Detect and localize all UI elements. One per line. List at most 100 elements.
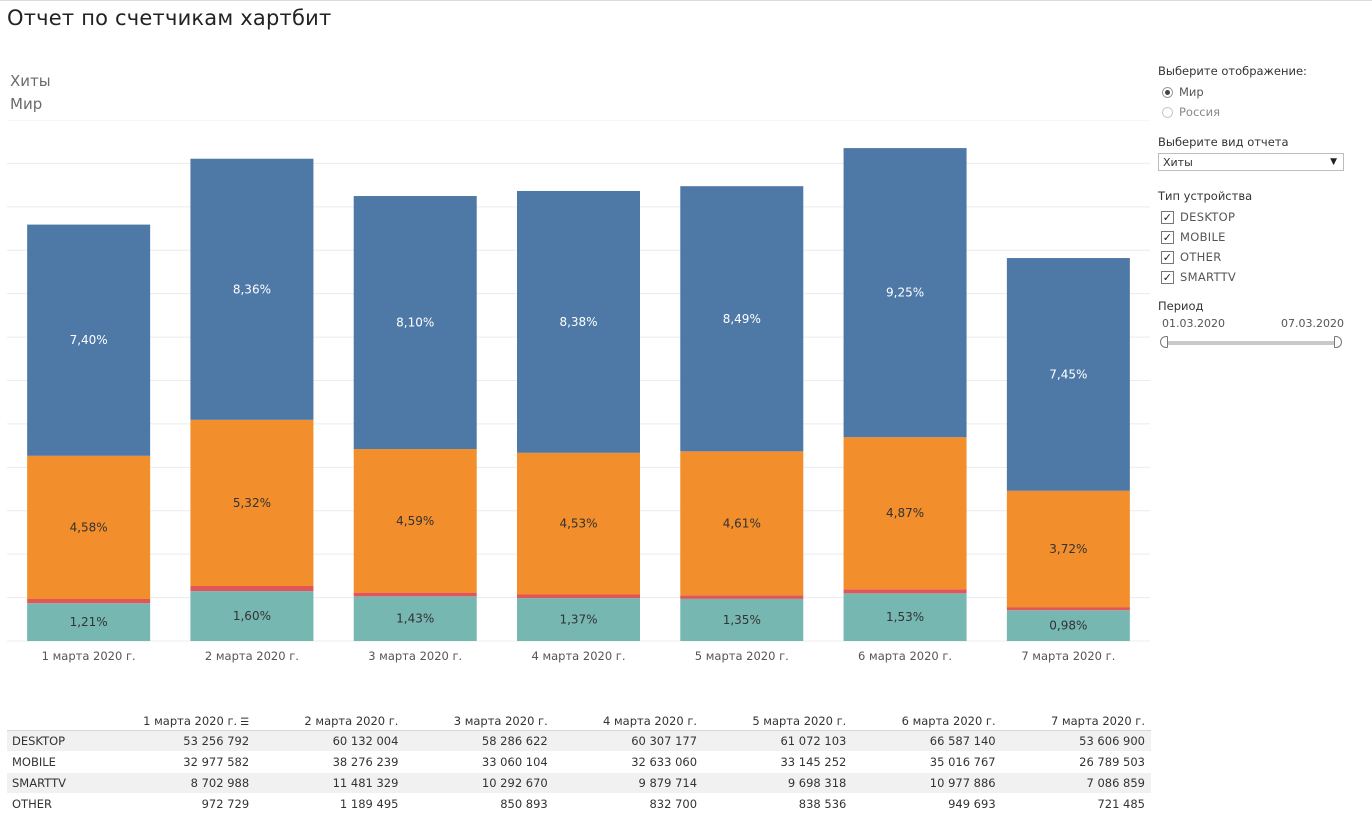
subtitle-metric: Хиты <box>10 72 51 90</box>
slider-handle-end[interactable] <box>1334 336 1342 348</box>
checkbox-checked-icon[interactable]: ✓ <box>1161 250 1174 264</box>
x-tick-label: 6 марта 2020 г. <box>858 649 952 663</box>
checkbox-checked-icon[interactable]: ✓ <box>1161 230 1174 244</box>
column-header[interactable]: 5 марта 2020 г. <box>703 712 853 731</box>
bar-segment-mobile <box>1006 490 1130 608</box>
radio-unselected-icon[interactable] <box>1162 106 1173 118</box>
data-label: 1,43% <box>396 612 434 626</box>
table-cell: 66 587 140 <box>852 730 1002 752</box>
top-divider <box>0 0 1372 1</box>
report-type-value: Хиты <box>1163 155 1193 169</box>
bar-segment-desktop <box>27 224 151 456</box>
bar-segment-mobile <box>843 437 967 590</box>
data-label: 7,45% <box>1049 367 1087 381</box>
slider-handle-start[interactable] <box>1160 336 1168 348</box>
page-title: Отчет по счетчикам хартбит <box>7 6 332 30</box>
bar-segment-desktop <box>517 190 640 453</box>
device-label-mobile: MOBILE <box>1180 230 1226 244</box>
sort-icon[interactable]: ☰ <box>240 717 250 728</box>
table-cell: 26 789 503 <box>1001 751 1151 773</box>
subtitle-region: Мир <box>10 95 43 113</box>
bar-segment-other <box>1006 607 1130 611</box>
display-filter-label: Выберите отображение: <box>1158 64 1307 78</box>
table-cell: 8 702 988 <box>88 772 256 794</box>
data-label: 8,10% <box>396 316 434 330</box>
table-cell: 11 481 329 <box>255 772 405 794</box>
data-label: 1,53% <box>886 610 924 624</box>
row-header: OTHER <box>7 793 88 815</box>
data-label: 9,25% <box>886 286 924 300</box>
data-label: 4,53% <box>559 517 597 531</box>
period-label: Период <box>1158 299 1204 313</box>
bar-segment-desktop <box>680 186 804 452</box>
table-cell: 53 256 792 <box>88 730 256 752</box>
data-label: 8,36% <box>233 282 271 296</box>
bar-segment-smarttv <box>190 591 314 641</box>
column-header[interactable]: 3 марта 2020 г. <box>404 712 554 731</box>
device-label-smarttv: SMARTTV <box>1180 270 1237 284</box>
bar-segment-mobile <box>27 455 151 599</box>
device-checkbox-desktop[interactable]: ✓ DESKTOP <box>1158 207 1358 227</box>
table-cell: 9 879 714 <box>553 772 704 794</box>
x-tick-label: 7 марта 2020 г. <box>1021 649 1115 663</box>
table-cell: 61 072 103 <box>703 730 853 752</box>
checkbox-checked-icon[interactable]: ✓ <box>1161 270 1174 284</box>
data-label: 0,98% <box>1049 619 1087 633</box>
table-cell: 721 485 <box>1001 793 1151 815</box>
data-label: 5,32% <box>233 496 271 510</box>
checkbox-checked-icon[interactable]: ✓ <box>1161 210 1174 224</box>
table-cell: 972 729 <box>88 793 256 815</box>
bar-segment-desktop <box>190 158 314 420</box>
column-header[interactable]: 1 марта 2020 г. ☰ <box>88 712 256 731</box>
column-header[interactable]: 6 марта 2020 г. <box>852 712 1002 731</box>
bar-segment-smarttv <box>353 596 477 641</box>
report-type-dropdown[interactable]: Хиты ▼ <box>1158 153 1344 171</box>
table-cell: 832 700 <box>553 793 704 815</box>
row-header: SMARTTV <box>7 772 88 794</box>
data-label: 1,35% <box>723 613 761 627</box>
table-cell: 10 292 670 <box>404 772 554 794</box>
radio-label-world: Мир <box>1179 85 1204 99</box>
bar-segment-other <box>680 595 804 599</box>
report-type-label: Выберите вид отчета <box>1158 135 1289 149</box>
bar-segment-mobile <box>680 451 804 596</box>
column-header[interactable]: 2 марта 2020 г. <box>255 712 405 731</box>
bar-segment-other <box>190 585 314 592</box>
table-cell: 32 977 582 <box>88 751 256 773</box>
device-label-desktop: DESKTOP <box>1180 210 1236 224</box>
device-label-other: OTHER <box>1180 250 1222 264</box>
radio-option-world[interactable]: Мир <box>1158 82 1358 102</box>
table-cell: 33 145 252 <box>703 751 853 773</box>
device-checkbox-other[interactable]: ✓ OTHER <box>1158 247 1358 267</box>
device-type-label: Тип устройства <box>1158 189 1253 203</box>
bar-segment-other <box>27 598 151 604</box>
radio-selected-icon[interactable] <box>1162 86 1173 98</box>
device-checkbox-smarttv[interactable]: ✓ SMARTTV <box>1158 267 1358 287</box>
radio-label-russia: Россия <box>1179 105 1221 119</box>
period-slider[interactable] <box>1158 336 1344 350</box>
bar-segment-other <box>517 594 640 599</box>
table-header-row: 1 марта 2020 г. ☰ 2 марта 2020 г. 3 марта… <box>7 712 1151 731</box>
column-header[interactable]: 4 марта 2020 г. <box>553 712 704 731</box>
data-label: 4,58% <box>70 520 108 534</box>
stacked-bar-chart: 1,21% 4,58% 7,40% 1 марта 2020 г. 1,60% 5,32%… <box>7 120 1150 663</box>
bar-segment-smarttv <box>517 598 640 641</box>
table-cell: 7 086 859 <box>1001 772 1151 794</box>
bar-segment-smarttv <box>27 603 151 641</box>
table-cell: 850 893 <box>404 793 554 815</box>
bar-segment-mobile <box>190 419 314 586</box>
data-label: 4,59% <box>396 514 434 528</box>
table-cell: 60 307 177 <box>553 730 704 752</box>
bar-segment-other <box>353 592 477 597</box>
radio-option-russia[interactable]: Россия <box>1158 102 1358 122</box>
table-cell: 53 606 900 <box>1001 730 1151 752</box>
chevron-down-icon[interactable]: ▼ <box>1330 157 1337 167</box>
bar-segment-other <box>843 589 967 594</box>
data-label: 3,72% <box>1049 542 1087 556</box>
data-label: 8,49% <box>723 312 761 326</box>
device-checkbox-mobile[interactable]: ✓ MOBILE <box>1158 227 1358 247</box>
x-tick-label: 1 марта 2020 г. <box>42 649 136 663</box>
column-header[interactable]: 7 марта 2020 г. <box>1001 712 1151 731</box>
data-label: 7,40% <box>70 333 108 347</box>
slider-track[interactable] <box>1164 341 1338 345</box>
